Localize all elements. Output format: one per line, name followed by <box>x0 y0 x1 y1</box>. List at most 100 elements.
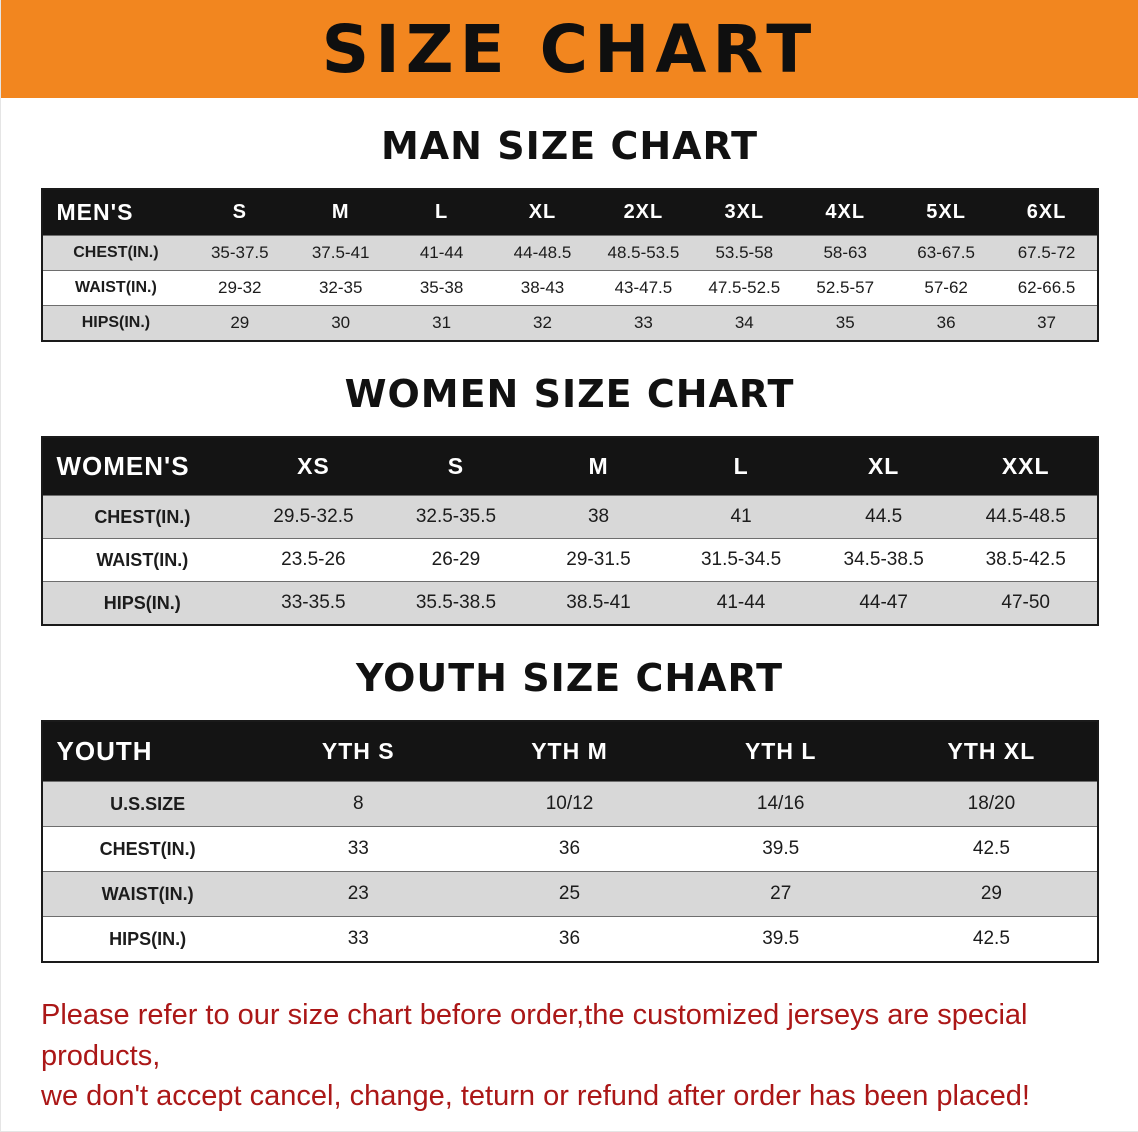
size-header-cell: 5XL <box>926 201 966 223</box>
table-title-cell: YOUTH <box>56 736 153 766</box>
value-cell: 23.5-26 <box>242 538 385 582</box>
men-section-heading: MAN SIZE CHART <box>380 124 759 168</box>
value-cell: 57-62 <box>895 270 997 306</box>
value-cell: 36 <box>895 305 997 341</box>
value-cell: 36 <box>463 916 676 962</box>
value-cell: 29 <box>886 871 1098 917</box>
value-cell: 44.5-48.5 <box>954 495 1098 539</box>
size-header-cell: M <box>588 453 609 479</box>
youth-section-heading: YOUTH SIZE CHART <box>355 656 784 700</box>
women-table-header-row: WOMEN'S XS S M L XL XXL <box>41 437 1098 496</box>
table-row: CHEST(IN.) 33 36 39.5 42.5 <box>41 826 1098 872</box>
value-cell: 34 <box>693 305 795 341</box>
row-label-cell: U.S.SIZE <box>41 781 253 827</box>
value-cell: 41-44 <box>391 235 493 271</box>
value-cell: 32 <box>492 305 593 341</box>
row-label-cell: HIPS(IN.) <box>41 305 190 341</box>
row-label-cell: HIPS(IN.) <box>41 916 253 962</box>
youth-size-table: YOUTH YTH S YTH M YTH L YTH XL U.S.SIZE 8 10/1… <box>40 720 1099 963</box>
value-cell: 47-50 <box>954 581 1098 625</box>
value-cell: 29-32 <box>189 270 291 306</box>
size-header-cell: L <box>434 201 449 223</box>
row-label-cell: WAIST(IN.) <box>41 270 190 306</box>
value-cell: 63-67.5 <box>895 235 997 271</box>
value-cell: 36 <box>463 826 676 872</box>
top-banner: SIZE CHART <box>1 0 1138 98</box>
value-cell: 33 <box>252 916 464 962</box>
youth-table-header-row: YOUTH YTH S YTH M YTH L YTH XL <box>41 721 1098 782</box>
value-cell: 34.5-38.5 <box>812 538 955 582</box>
value-cell: 8 <box>252 781 464 827</box>
table-row: WAIST(IN.) 29-32 32-35 35-38 38-43 43-47.5 47.… <box>41 270 1098 306</box>
value-cell: 35.5-38.5 <box>384 581 528 625</box>
size-header-cell: L <box>733 453 749 479</box>
value-cell: 41-44 <box>669 581 813 625</box>
row-label-cell: HIPS(IN.) <box>41 581 243 625</box>
value-cell: 44.5 <box>812 495 955 539</box>
value-cell: 33-35.5 <box>242 581 385 625</box>
value-cell: 47.5-52.5 <box>693 270 795 306</box>
value-cell: 33 <box>592 305 694 341</box>
value-cell: 25 <box>463 871 676 917</box>
size-header-cell: S <box>447 453 465 479</box>
value-cell: 29.5-32.5 <box>242 495 385 539</box>
value-cell: 39.5 <box>675 826 887 872</box>
table-title-cell: WOMEN'S <box>56 451 190 481</box>
table-row: CHEST(IN.) 35-37.5 37.5-41 41-44 44-48.5 48.5… <box>41 235 1098 271</box>
value-cell: 35 <box>794 305 896 341</box>
size-header-cell: M <box>331 201 350 223</box>
footer-notice: Please refer to our size chart before or… <box>41 995 1098 1117</box>
value-cell: 23 <box>252 871 464 917</box>
size-header-cell: 6XL <box>1026 201 1067 223</box>
size-header-cell: 3XL <box>724 201 765 223</box>
size-header-cell: YTH M <box>531 738 608 764</box>
value-cell: 42.5 <box>886 916 1098 962</box>
value-cell: 48.5-53.5 <box>592 235 694 271</box>
size-header-cell: XXL <box>1001 453 1050 479</box>
value-cell: 42.5 <box>886 826 1098 872</box>
value-cell: 43-47.5 <box>592 270 694 306</box>
size-header-cell: 2XL <box>623 201 664 223</box>
table-row: HIPS(IN.) 33-35.5 35.5-38.5 38.5-41 41-44 44-… <box>41 581 1098 625</box>
value-cell: 35-37.5 <box>189 235 291 271</box>
value-cell: 33 <box>252 826 464 872</box>
footer-notice-line: we don't accept cancel, change, teturn o… <box>41 1080 1030 1113</box>
value-cell: 53.5-58 <box>693 235 795 271</box>
row-label-cell: CHEST(IN.) <box>41 826 253 872</box>
row-label-cell: CHEST(IN.) <box>41 495 243 539</box>
value-cell: 67.5-72 <box>996 235 1098 271</box>
row-label-cell: WAIST(IN.) <box>41 871 253 917</box>
value-cell: 39.5 <box>675 916 887 962</box>
size-header-cell: YTH S <box>321 738 395 764</box>
value-cell: 62-66.5 <box>996 270 1098 306</box>
size-header-cell: XL <box>867 453 900 479</box>
value-cell: 58-63 <box>794 235 896 271</box>
women-section: WOMEN SIZE CHART WOMEN'S XS S M L XL XXL CHEST… <box>1 372 1138 626</box>
women-section-heading: WOMEN SIZE CHART <box>344 372 795 416</box>
table-row: CHEST(IN.) 29.5-32.5 32.5-35.5 38 41 44.5 44.5… <box>41 495 1098 539</box>
value-cell: 30 <box>290 305 392 341</box>
table-row: HIPS(IN.) 29 30 31 32 33 34 35 36 37 <box>41 305 1098 341</box>
men-size-table: MEN'S S M L XL 2XL 3XL 4XL 5XL 6XL CHEST(IN.) 35-3… <box>40 188 1099 342</box>
value-cell: 52.5-57 <box>794 270 896 306</box>
row-label-cell: CHEST(IN.) <box>41 235 190 271</box>
size-header-cell: S <box>232 201 247 223</box>
value-cell: 38-43 <box>492 270 593 306</box>
value-cell: 44-47 <box>812 581 955 625</box>
value-cell: 29 <box>189 305 291 341</box>
men-section: MAN SIZE CHART MEN'S S M L XL 2XL 3XL 4XL 5XL 6XL… <box>1 124 1138 342</box>
value-cell: 32-35 <box>290 270 392 306</box>
value-cell: 37 <box>996 305 1098 341</box>
size-header-cell: XS <box>297 453 330 479</box>
table-row: U.S.SIZE 8 10/12 14/16 18/20 <box>41 781 1098 827</box>
value-cell: 35-38 <box>391 270 493 306</box>
value-cell: 26-29 <box>384 538 528 582</box>
value-cell: 18/20 <box>886 781 1098 827</box>
size-header-cell: YTH XL <box>947 738 1036 764</box>
value-cell: 31.5-34.5 <box>669 538 813 582</box>
value-cell: 32.5-35.5 <box>384 495 528 539</box>
value-cell: 44-48.5 <box>492 235 593 271</box>
value-cell: 14/16 <box>675 781 887 827</box>
table-title-cell: MEN'S <box>56 199 134 225</box>
